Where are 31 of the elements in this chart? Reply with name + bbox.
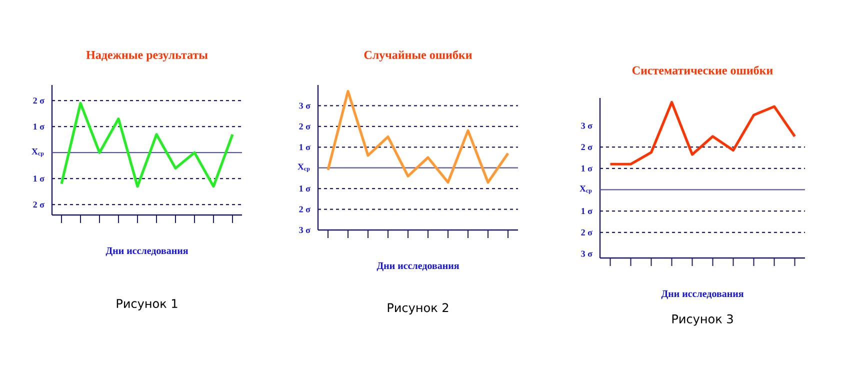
chart-title: Систематические ошибки: [632, 66, 773, 74]
y-tick-label: 2 σ: [299, 123, 310, 130]
y-tick-label: 2 σ: [299, 206, 310, 212]
chart-title: Надежные результаты: [86, 51, 208, 62]
y-tick-label: 3 σ: [299, 102, 310, 109]
y-tick-label: X$_{ср}$: [298, 164, 310, 172]
text: Рисунок 3: [672, 314, 733, 326]
y-tick-label: 1 σ: [34, 176, 44, 182]
y-tick-label: 1 σ: [582, 165, 592, 172]
y-tick-label: X$_{ср}$: [580, 186, 592, 194]
y-tick-label: 2 σ: [581, 229, 592, 236]
y-tick-label: 3 σ: [581, 250, 592, 257]
x-axis-title: Дни исследования: [106, 247, 188, 256]
text: Рисунок 1: [116, 299, 178, 310]
line-series: [608, 100, 796, 166]
text: Рисунок 2: [388, 303, 448, 315]
y-tick-label: 2 σ: [33, 98, 44, 104]
y-tick-label: 1 σ: [34, 124, 44, 130]
y-tick-label: 1 σ: [300, 186, 310, 192]
y-tick-label: X$_{ср}$: [32, 148, 44, 157]
line-series: [326, 90, 510, 184]
x-axis-title: Дни исследования: [376, 262, 460, 272]
chart-title: Случайные ошибки: [364, 50, 472, 62]
y-tick-label: 1 σ: [582, 208, 592, 214]
y-tick-label: 1 σ: [300, 144, 310, 150]
y-tick-label: 3 σ: [581, 122, 592, 129]
line-series: [60, 102, 234, 188]
y-tick-label: 2 σ: [581, 144, 592, 150]
y-tick-label: 3 σ: [299, 226, 310, 234]
x-axis-title: Дни исследования: [661, 290, 744, 300]
y-tick-label: 2 σ: [33, 202, 44, 208]
